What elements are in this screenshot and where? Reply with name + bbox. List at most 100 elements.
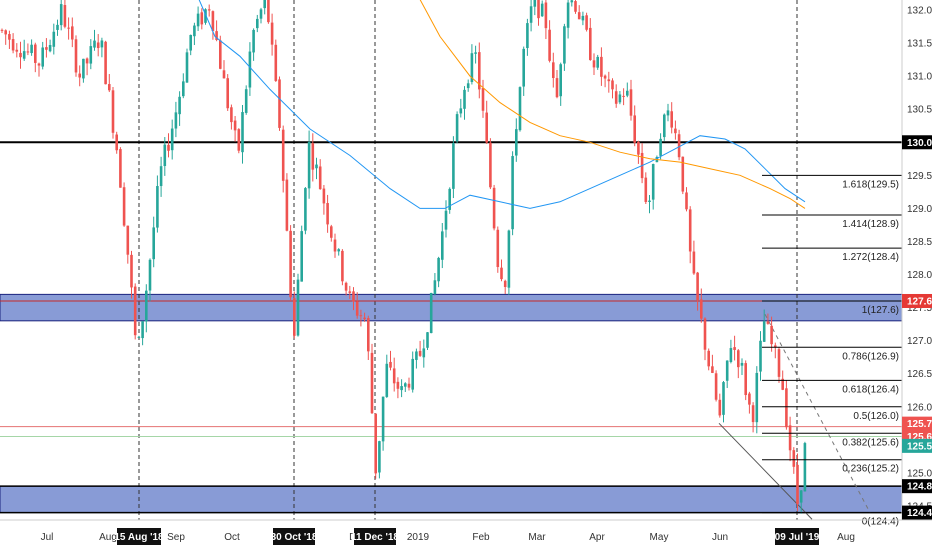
candle — [59, 0, 63, 31]
candle-body — [141, 321, 144, 339]
candle-body — [622, 95, 625, 97]
candle — [355, 292, 359, 319]
level-tag-1 — [902, 293, 932, 308]
price-tick-2: 131.0 — [907, 72, 932, 83]
candle-body — [452, 143, 455, 189]
candle-body — [281, 129, 285, 181]
candle-body — [770, 325, 773, 345]
candle-body — [748, 393, 751, 405]
fib-label-7: 0.382(125.6) — [842, 437, 899, 448]
candle-body — [85, 58, 89, 64]
candle — [367, 315, 370, 361]
candle — [15, 43, 19, 58]
candle-body — [526, 23, 529, 49]
candle-body — [96, 42, 100, 49]
candle-body — [692, 251, 696, 274]
candle — [270, 13, 274, 56]
candle-body — [285, 179, 289, 231]
candle-body — [592, 60, 596, 68]
candle — [585, 12, 588, 32]
candle-body — [470, 53, 474, 82]
moving-average-fast — [198, 0, 806, 209]
candle — [770, 316, 773, 352]
candle-body — [355, 301, 359, 316]
candle — [381, 396, 385, 451]
candle-body — [93, 40, 96, 48]
candle-body — [400, 386, 403, 391]
candle — [193, 22, 196, 46]
level-tag-text-2: 125.7 — [907, 419, 932, 430]
price-tick-3: 130.5 — [907, 105, 932, 116]
candle-body — [137, 336, 141, 338]
candle — [37, 62, 41, 77]
candle-body — [337, 249, 340, 252]
candle-body — [22, 51, 26, 59]
candle-body — [315, 164, 318, 169]
candle — [392, 357, 396, 392]
candle — [0, 28, 4, 33]
candle — [552, 52, 555, 88]
candle-body — [600, 56, 603, 77]
candle — [248, 42, 252, 96]
candle-body — [174, 112, 178, 129]
time-tick-3: Oct — [224, 532, 240, 543]
candle — [207, 4, 211, 17]
candle-body — [537, 0, 540, 19]
candle — [437, 256, 440, 288]
candle — [478, 42, 481, 99]
candle-body — [552, 62, 555, 78]
candle — [41, 41, 44, 70]
candle-body — [133, 286, 137, 336]
candle — [148, 258, 152, 302]
candle — [63, 0, 67, 29]
candle-body — [119, 149, 122, 188]
candle-body — [637, 141, 640, 155]
candle-body — [104, 41, 107, 85]
candle-body — [478, 52, 481, 90]
candle-body — [30, 44, 33, 54]
level-tag-0 — [902, 135, 932, 150]
candle-body — [26, 51, 30, 53]
candle-body — [363, 317, 366, 320]
candle-body — [289, 230, 292, 298]
candle — [707, 348, 710, 371]
candle — [725, 360, 729, 389]
fib-label-0: 1.618(129.5) — [842, 179, 899, 190]
candle — [263, 0, 266, 15]
candle-body — [189, 34, 192, 51]
candle-body — [311, 143, 315, 170]
candle-body — [307, 141, 311, 189]
candle — [522, 46, 525, 96]
candle — [622, 88, 625, 106]
candle-body — [193, 25, 196, 37]
candle-body — [677, 134, 681, 158]
candle-body — [555, 78, 559, 98]
candle — [685, 187, 688, 212]
candle — [455, 111, 459, 144]
event-marker-tag-1 — [273, 528, 315, 545]
candle-body — [396, 381, 400, 389]
candle-body — [718, 399, 722, 416]
candle-body — [167, 144, 170, 151]
candle — [618, 90, 622, 105]
candle-body — [792, 450, 796, 467]
candle — [133, 283, 137, 340]
candle-body — [563, 26, 566, 64]
candle-body — [263, 0, 266, 9]
candle — [481, 79, 485, 118]
candle-body — [618, 94, 622, 103]
candle — [52, 23, 56, 55]
candle-body — [737, 350, 740, 368]
candle — [570, 0, 574, 7]
candle — [237, 128, 241, 154]
candle-body — [492, 187, 496, 229]
candle — [185, 48, 189, 83]
candle-body — [762, 321, 766, 342]
candle-body — [700, 299, 703, 319]
candle — [196, 6, 200, 32]
candle — [170, 119, 174, 160]
candle — [278, 76, 281, 131]
candle-body — [333, 239, 337, 252]
